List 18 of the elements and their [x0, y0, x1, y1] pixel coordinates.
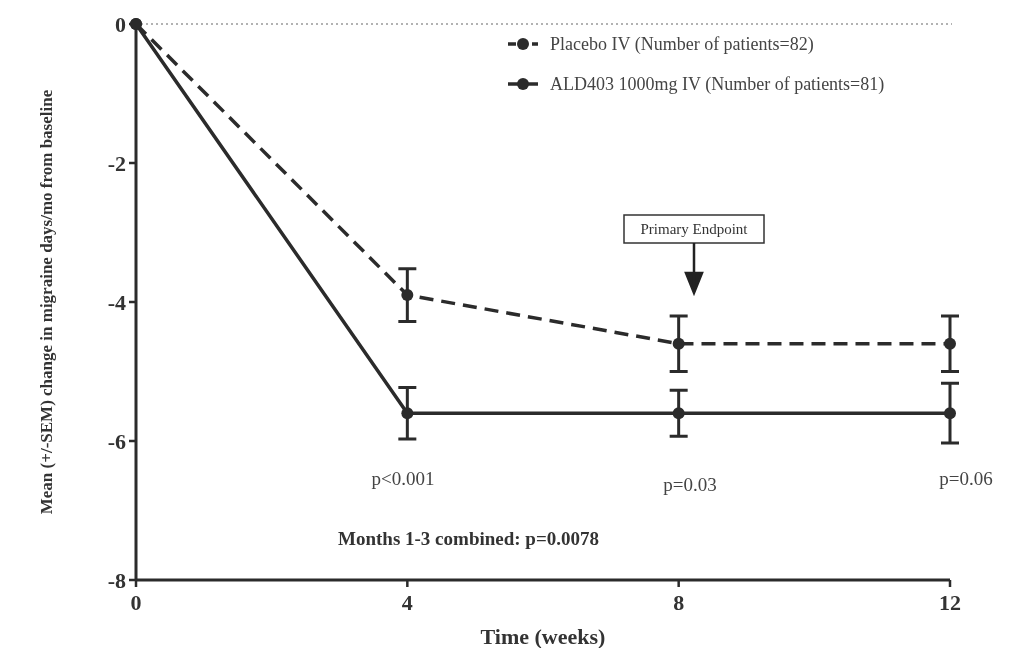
y-tick-label: -2	[107, 150, 126, 176]
annotation: p=0.03	[663, 473, 717, 495]
annotation: Months 1-3 combined: p=0.0078	[338, 527, 600, 549]
x-tick-label: 0	[130, 590, 142, 615]
annotation: p=0.06	[939, 467, 993, 489]
annotation: Primary Endpoint	[640, 221, 749, 238]
y-tick-label: -4	[107, 289, 126, 315]
legend-label: ALD403 1000mg IV (Number of patients=81)	[550, 74, 885, 96]
x-tick-label: 8	[673, 590, 685, 615]
y-tick-label: -6	[107, 428, 126, 454]
y-axis-title: Mean (+/-SEM) change in migraine days/mo from baseline	[37, 89, 56, 515]
x-tick-label: 12	[939, 590, 961, 615]
y-tick-label: -8	[107, 567, 126, 593]
annotation: p<0.001	[371, 467, 435, 489]
x-axis-title: Time (weeks)	[480, 624, 606, 649]
legend-label: Placebo IV (Number of patients=82)	[550, 34, 814, 56]
y-tick-label: 0	[115, 11, 126, 37]
x-tick-label: 4	[401, 590, 413, 615]
